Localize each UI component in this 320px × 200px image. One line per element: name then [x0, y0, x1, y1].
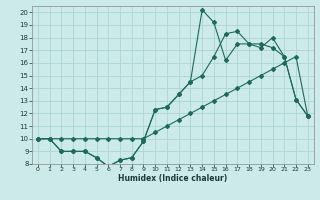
X-axis label: Humidex (Indice chaleur): Humidex (Indice chaleur) [118, 174, 228, 183]
